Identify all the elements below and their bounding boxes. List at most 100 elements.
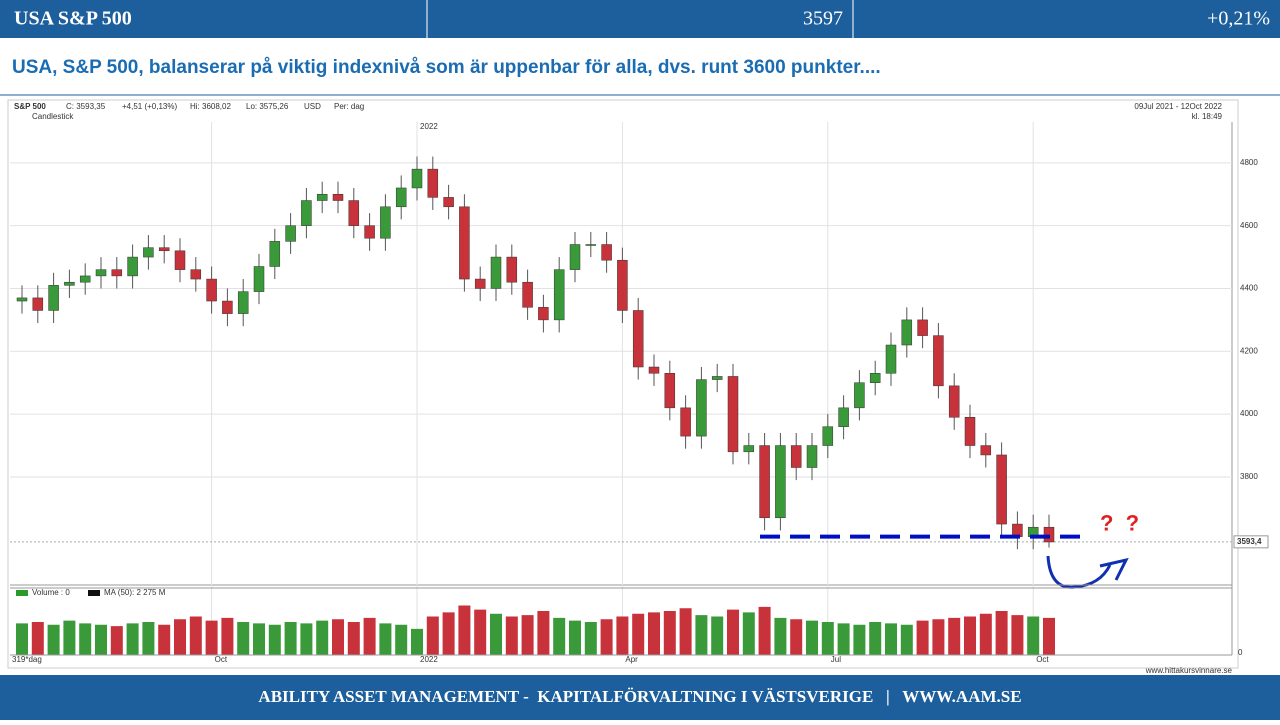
- candle-body: [696, 379, 707, 437]
- info-range: 09Jul 2021 - 12Oct 2022: [1134, 102, 1222, 111]
- volume-bar: [253, 623, 265, 655]
- volume-bar: [774, 617, 787, 655]
- chart-frame: [7, 99, 1239, 669]
- volume-bar: [16, 623, 28, 655]
- candle-body: [617, 259, 628, 311]
- candle-body: [759, 445, 770, 519]
- volume-bar: [821, 622, 834, 655]
- info-period: Per: dag: [334, 102, 364, 111]
- candle-body: [190, 269, 202, 280]
- volume-bar: [584, 622, 597, 655]
- x-tick-label: Oct: [1036, 655, 1049, 664]
- volume-bar: [332, 619, 344, 655]
- candle-body: [632, 310, 644, 368]
- last-price-label: 3593,4: [1237, 537, 1262, 546]
- y-tick-label: 4600: [1240, 221, 1258, 230]
- candle-body: [301, 200, 312, 226]
- candle-body: [348, 200, 360, 226]
- footer-text: ABILITY ASSET MANAGEMENT - KAPITALFÖRVAL…: [258, 687, 1021, 706]
- candle-body: [680, 407, 691, 437]
- volume-bar: [900, 624, 913, 655]
- volume-bar: [47, 624, 60, 655]
- volume-bar: [505, 616, 518, 655]
- header-title: USA S&P 500: [14, 8, 132, 30]
- year-mark: 2022: [420, 122, 438, 131]
- info-high: Hi: 3608,02: [190, 102, 231, 111]
- candle-body: [95, 269, 107, 277]
- days-label: 319*dag: [12, 655, 42, 664]
- candle-body: [143, 247, 154, 258]
- volume-bar: [853, 624, 866, 655]
- candle-body: [490, 256, 502, 289]
- volume-bar: [979, 613, 992, 655]
- volume-bar: [395, 624, 408, 655]
- volume-bar: [537, 611, 550, 655]
- volume-bar: [268, 624, 281, 655]
- source: www.hittakursvinnare.se: [1145, 666, 1233, 675]
- volume-bar: [885, 623, 897, 655]
- top-bar: [0, 0, 1280, 38]
- volume-legend: Volume : 0: [32, 588, 70, 597]
- candle-body: [917, 319, 928, 336]
- volume-bar: [411, 628, 423, 655]
- candle-body: [980, 445, 992, 456]
- volume-bar: [1027, 616, 1040, 655]
- volume-bar: [964, 616, 976, 655]
- arrow-head: [1099, 557, 1129, 581]
- volume-bar: [600, 619, 613, 655]
- volume-bar: [727, 609, 739, 655]
- volume-bar: [679, 608, 692, 655]
- y-tick-label: 4200: [1240, 346, 1258, 355]
- candle-body: [553, 269, 565, 321]
- candle-body: [459, 206, 470, 280]
- candle-body: [222, 300, 233, 314]
- ma-legend: MA (50): 2 275 M: [104, 588, 166, 597]
- candle-body: [838, 407, 849, 427]
- candle-body: [964, 417, 976, 446]
- candle-body: [48, 285, 59, 311]
- volume-bar: [758, 606, 771, 655]
- volume-bar: [237, 622, 250, 655]
- volume-bar: [616, 616, 629, 655]
- candle-body: [775, 445, 786, 519]
- candle-body: [727, 376, 739, 453]
- candle-body: [790, 445, 802, 468]
- volume-bar: [158, 624, 171, 655]
- info-currency: USD: [304, 102, 321, 111]
- volume-bar: [948, 617, 961, 655]
- volume-bar: [79, 623, 92, 655]
- volume-bar: [632, 613, 645, 655]
- candle-body: [601, 244, 612, 261]
- candle-body: [948, 385, 960, 418]
- volume-bar: [300, 623, 313, 655]
- candle-body: [538, 307, 549, 321]
- candle-body: [585, 244, 597, 246]
- candle-body: [743, 445, 755, 453]
- volume-bar: [458, 605, 471, 655]
- volume-bar: [837, 623, 850, 655]
- candle-body: [16, 297, 28, 302]
- y-tick-label: 3800: [1240, 472, 1258, 481]
- volume-bar: [379, 623, 392, 655]
- volume-bar: [490, 613, 502, 655]
- candle-body: [316, 193, 328, 201]
- candle-body: [885, 344, 897, 374]
- volume-bar: [347, 622, 360, 655]
- volume-bar: [711, 616, 724, 655]
- volume-bar: [316, 620, 329, 655]
- info-name: S&P 500: [14, 102, 46, 111]
- volume-bar: [63, 620, 76, 655]
- y-tick-label: 4400: [1240, 284, 1258, 293]
- bounce-arrow: [1046, 555, 1112, 589]
- volume-bar: [221, 617, 234, 655]
- candle-body: [822, 426, 834, 446]
- candle-body: [869, 373, 881, 383]
- candle-body: [332, 193, 344, 201]
- info-time: kl. 18:49: [1192, 112, 1223, 121]
- candle-body: [285, 225, 296, 242]
- volume-bar: [995, 611, 1008, 655]
- candle-body: [158, 247, 170, 252]
- candle-body: [206, 278, 217, 302]
- candle-body: [901, 319, 913, 346]
